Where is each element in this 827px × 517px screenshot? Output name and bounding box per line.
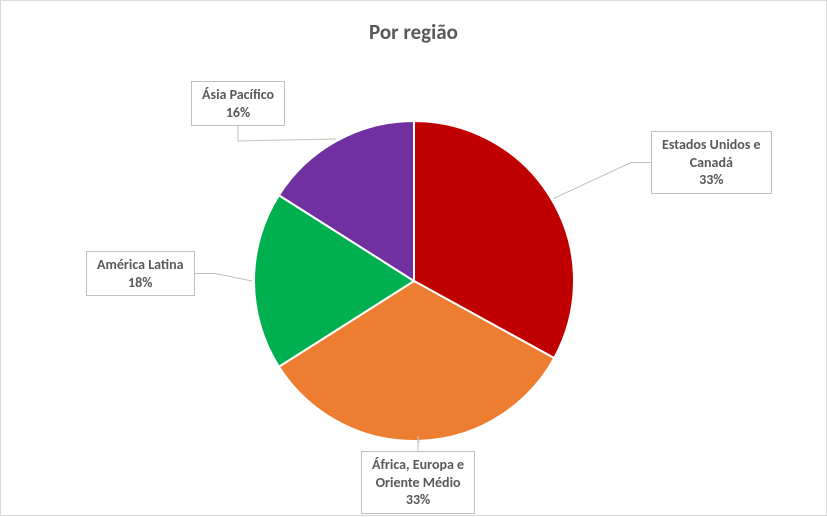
data-label-line: 33% <box>372 491 464 509</box>
data-label-line: Ásia Pacífico <box>202 86 274 104</box>
data-label-line: 18% <box>97 274 184 292</box>
data-label: Ásia Pacífico16% <box>191 81 285 126</box>
data-label-line: América Latina <box>97 256 184 274</box>
chart-frame: Por região Estados Unidos eCanadá33%Áfri… <box>0 0 827 516</box>
data-label-line: 16% <box>202 104 274 122</box>
data-label-line: Canadá <box>662 154 761 172</box>
data-label-line: 33% <box>662 171 761 189</box>
data-label-line: Oriente Médio <box>372 474 464 492</box>
data-label: África, Europa eOriente Médio33% <box>361 451 475 514</box>
chart-title: Por região <box>1 19 826 45</box>
data-label: América Latina18% <box>86 251 195 296</box>
data-label-line: Estados Unidos e <box>662 136 761 154</box>
data-label: Estados Unidos eCanadá33% <box>651 131 772 194</box>
leader-line <box>195 274 252 282</box>
pie-chart <box>254 121 574 441</box>
pie-svg <box>254 121 574 441</box>
data-label-line: África, Europa e <box>372 456 464 474</box>
